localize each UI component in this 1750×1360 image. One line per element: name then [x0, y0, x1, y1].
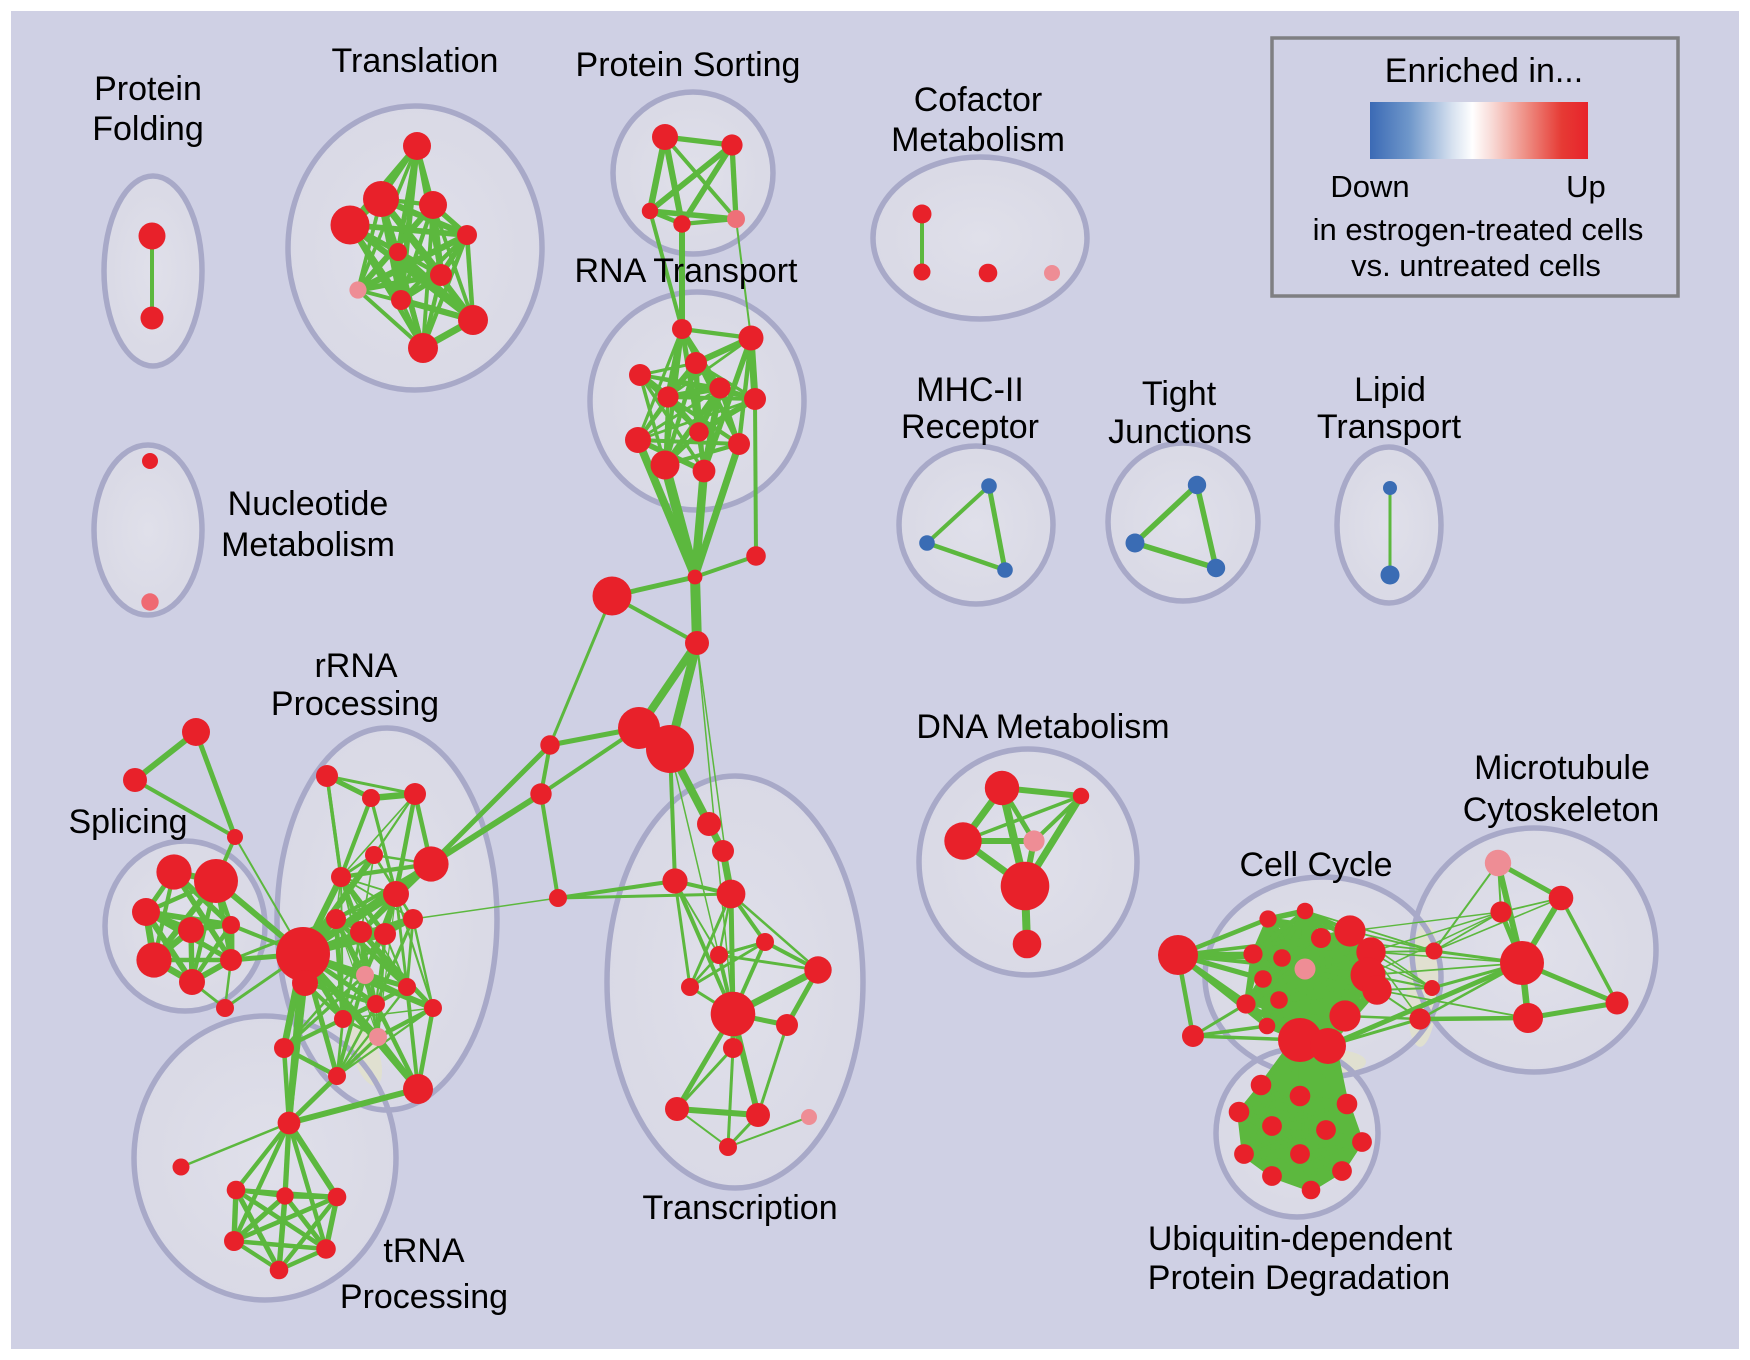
svg-text:Protein: Protein — [94, 70, 202, 108]
svg-text:DNA Metabolism: DNA Metabolism — [916, 708, 1169, 746]
svg-text:Nucleotide: Nucleotide — [228, 485, 389, 523]
svg-text:Metabolism: Metabolism — [221, 526, 395, 564]
svg-text:vs. untreated cells: vs. untreated cells — [1351, 248, 1601, 283]
svg-text:Up: Up — [1566, 169, 1606, 204]
svg-text:Transport: Transport — [1317, 408, 1462, 446]
svg-text:Transcription: Transcription — [642, 1189, 837, 1227]
svg-text:Translation: Translation — [332, 42, 499, 80]
svg-text:Metabolism: Metabolism — [891, 121, 1065, 159]
svg-text:Microtubule: Microtubule — [1474, 749, 1650, 787]
svg-text:MHC-II: MHC-II — [916, 371, 1024, 409]
svg-text:Down: Down — [1330, 169, 1409, 204]
svg-text:rRNA: rRNA — [314, 647, 397, 685]
svg-text:RNA Transport: RNA Transport — [575, 252, 799, 290]
svg-text:Junctions: Junctions — [1108, 413, 1252, 451]
svg-text:Tight: Tight — [1142, 375, 1217, 413]
svg-text:Cytoskeleton: Cytoskeleton — [1463, 791, 1660, 829]
svg-text:tRNA: tRNA — [383, 1232, 465, 1270]
svg-text:Cell Cycle: Cell Cycle — [1239, 846, 1392, 884]
svg-text:Receptor: Receptor — [901, 408, 1039, 446]
svg-text:in estrogen-treated cells: in estrogen-treated cells — [1313, 212, 1644, 247]
svg-text:Folding: Folding — [92, 110, 204, 148]
svg-text:Protein Degradation: Protein Degradation — [1148, 1259, 1450, 1297]
svg-text:Protein Sorting: Protein Sorting — [576, 46, 801, 84]
svg-text:Ubiquitin-dependent: Ubiquitin-dependent — [1148, 1220, 1453, 1258]
svg-text:Processing: Processing — [340, 1278, 508, 1316]
svg-text:Enriched in...: Enriched in... — [1385, 52, 1583, 90]
svg-text:Splicing: Splicing — [68, 803, 187, 841]
svg-text:Cofactor: Cofactor — [914, 81, 1043, 119]
svg-text:Lipid: Lipid — [1354, 371, 1426, 409]
svg-text:Processing: Processing — [271, 685, 439, 723]
